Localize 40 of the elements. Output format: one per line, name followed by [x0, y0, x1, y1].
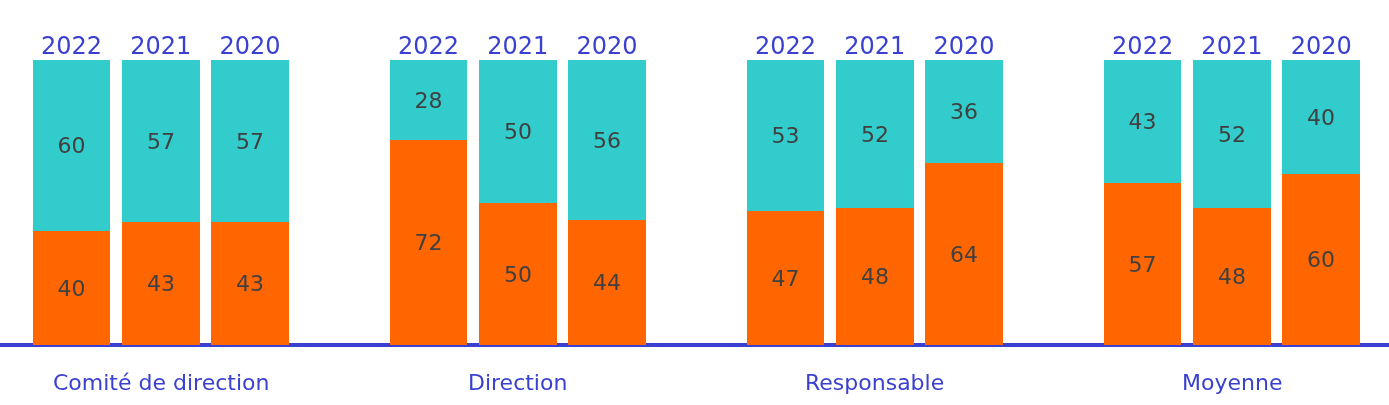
data-label: 50 — [504, 119, 532, 144]
data-label: 48 — [861, 264, 889, 289]
data-label: 28 — [414, 87, 443, 113]
x-tick-label: 2022 — [1112, 32, 1174, 61]
x-tick-label: 2022 — [397, 32, 460, 61]
data-label: 40 — [57, 275, 86, 301]
data-label: 53 — [771, 123, 800, 148]
text: Moyenne — [1182, 370, 1283, 395]
data-label: 48 — [1218, 264, 1246, 289]
data-label: 52 — [1218, 121, 1246, 147]
x-tick-label: 2021 — [130, 32, 192, 61]
data-label: 57 — [1128, 251, 1157, 277]
data-label: 60 — [1307, 247, 1335, 272]
x-tick-label: 2020 — [219, 32, 281, 61]
text: Comité de direction — [53, 370, 270, 395]
data-label: 64 — [950, 241, 978, 267]
data-label: 47 — [771, 265, 800, 291]
text: Direction — [468, 370, 568, 395]
x-tick-label: 2020 — [933, 32, 995, 61]
data-label: 72 — [414, 230, 443, 255]
data-label: 36 — [950, 99, 978, 124]
data-label: 43 — [236, 271, 264, 296]
x-tick-label: 2022 — [755, 32, 817, 61]
x-tick-label: 2020 — [1290, 32, 1352, 61]
data-label: 43 — [147, 271, 175, 296]
data-label: 60 — [57, 133, 86, 158]
data-label: 52 — [861, 121, 889, 147]
x-tick-label: 2021 — [844, 32, 906, 61]
x-tick-label: 2020 — [576, 32, 638, 61]
data-label: 44 — [593, 270, 621, 295]
data-label: 43 — [1128, 109, 1157, 134]
data-label: 57 — [236, 128, 264, 154]
data-label: 57 — [147, 128, 175, 154]
x-tick-label: 2021 — [1201, 32, 1263, 61]
data-label: 50 — [504, 261, 532, 287]
x-tick-label: 2021 — [487, 32, 549, 61]
data-label: 40 — [1307, 104, 1335, 130]
data-label: 56 — [593, 127, 621, 153]
text: Responsable — [805, 370, 945, 395]
x-tick-label: 2022 — [40, 32, 102, 61]
